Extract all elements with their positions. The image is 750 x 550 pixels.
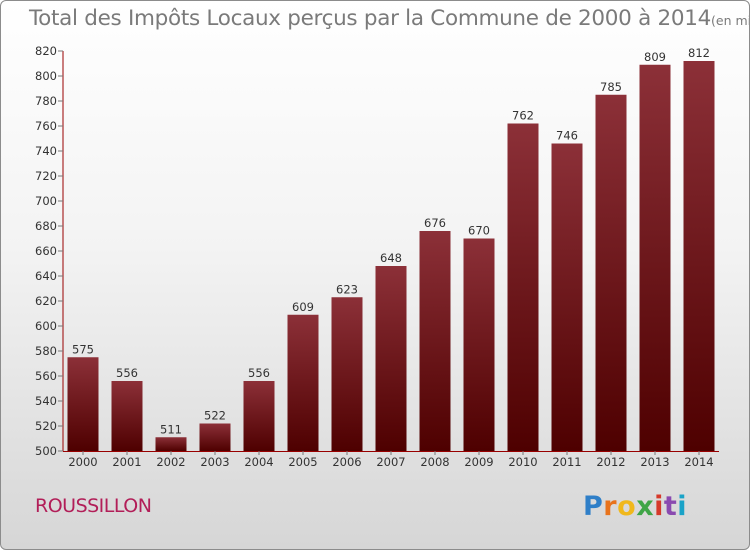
- logo-letter: o: [617, 491, 637, 522]
- bar: [331, 297, 363, 451]
- x-tick-label: 2009: [464, 455, 493, 469]
- y-tick-label: 700: [35, 194, 57, 208]
- bar-value-label: 762: [512, 109, 534, 123]
- chart-title-unit: (en milliers d'€): [711, 13, 750, 28]
- bar: [595, 94, 627, 451]
- bar-value-label: 556: [248, 366, 270, 380]
- y-tick-label: 740: [35, 144, 57, 158]
- logo-letter: t: [663, 491, 678, 522]
- bar: [155, 437, 187, 451]
- x-tick-label: 2003: [200, 455, 229, 469]
- bar: [683, 61, 715, 451]
- bar-value-label: 809: [644, 50, 666, 64]
- y-tick-label: 540: [35, 394, 57, 408]
- x-tick-label: 2008: [420, 455, 449, 469]
- y-tick-label: 720: [35, 169, 57, 183]
- x-tick-label: 2011: [552, 455, 581, 469]
- y-tick-label: 500: [35, 444, 57, 458]
- x-tick-label: 2000: [68, 455, 97, 469]
- x-tick-label: 2010: [508, 455, 537, 469]
- bar-value-label: 785: [600, 80, 622, 94]
- x-tick-label: 2001: [112, 455, 141, 469]
- bar-value-label: 556: [116, 366, 138, 380]
- proxiti-logo[interactable]: Proxiti: [583, 491, 687, 522]
- bar-value-label: 676: [424, 216, 446, 230]
- x-tick-label: 2004: [244, 455, 273, 469]
- bar-value-label: 670: [468, 224, 490, 238]
- y-tick-label: 640: [35, 269, 57, 283]
- bar: [67, 357, 99, 451]
- x-tick-label: 2007: [376, 455, 405, 469]
- y-tick-label: 780: [35, 94, 57, 108]
- commune-name: ROUSSILLON: [35, 495, 152, 517]
- bar-value-label: 609: [292, 300, 314, 314]
- y-tick-label: 660: [35, 244, 57, 258]
- bar: [419, 231, 451, 451]
- x-tick-label: 2006: [332, 455, 361, 469]
- bar-value-label: 648: [380, 251, 402, 265]
- logo-letter: r: [603, 491, 618, 522]
- bar: [111, 381, 143, 451]
- bar: [243, 381, 275, 451]
- bar: [551, 143, 583, 451]
- y-tick-label: 560: [35, 369, 57, 383]
- bar-value-label: 575: [72, 342, 94, 356]
- y-tick-label: 580: [35, 344, 57, 358]
- chart-title-main: Total des Impôts Locaux perçus par la Co…: [29, 6, 711, 31]
- x-tick-label: 2014: [684, 455, 713, 469]
- bar: [639, 64, 671, 451]
- logo-letter: i: [654, 491, 664, 522]
- bar: [507, 123, 539, 451]
- logo-letter: P: [583, 491, 604, 522]
- bar-value-label: 746: [556, 129, 578, 143]
- y-tick-label: 520: [35, 419, 57, 433]
- bar: [199, 423, 231, 451]
- y-tick-label: 600: [35, 319, 57, 333]
- y-tick-label: 820: [35, 44, 57, 58]
- y-tick-label: 800: [35, 69, 57, 83]
- y-tick-label: 620: [35, 294, 57, 308]
- y-tick-label: 760: [35, 119, 57, 133]
- bar: [287, 314, 319, 451]
- bar-value-label: 812: [688, 46, 710, 60]
- y-tick-label: 680: [35, 219, 57, 233]
- bar: [463, 238, 495, 451]
- logo-letter: x: [636, 491, 655, 522]
- bar-value-label: 511: [160, 422, 182, 436]
- bar: [375, 266, 407, 451]
- logo-letter: i: [677, 491, 688, 522]
- bar-value-label: 522: [204, 409, 226, 423]
- x-tick-label: 2005: [288, 455, 317, 469]
- chart-title: Total des Impôts Locaux perçus par la Co…: [29, 6, 750, 31]
- x-tick-label: 2013: [640, 455, 669, 469]
- bar-value-label: 623: [336, 282, 358, 296]
- x-tick-label: 2002: [156, 455, 185, 469]
- x-tick-label: 2012: [596, 455, 625, 469]
